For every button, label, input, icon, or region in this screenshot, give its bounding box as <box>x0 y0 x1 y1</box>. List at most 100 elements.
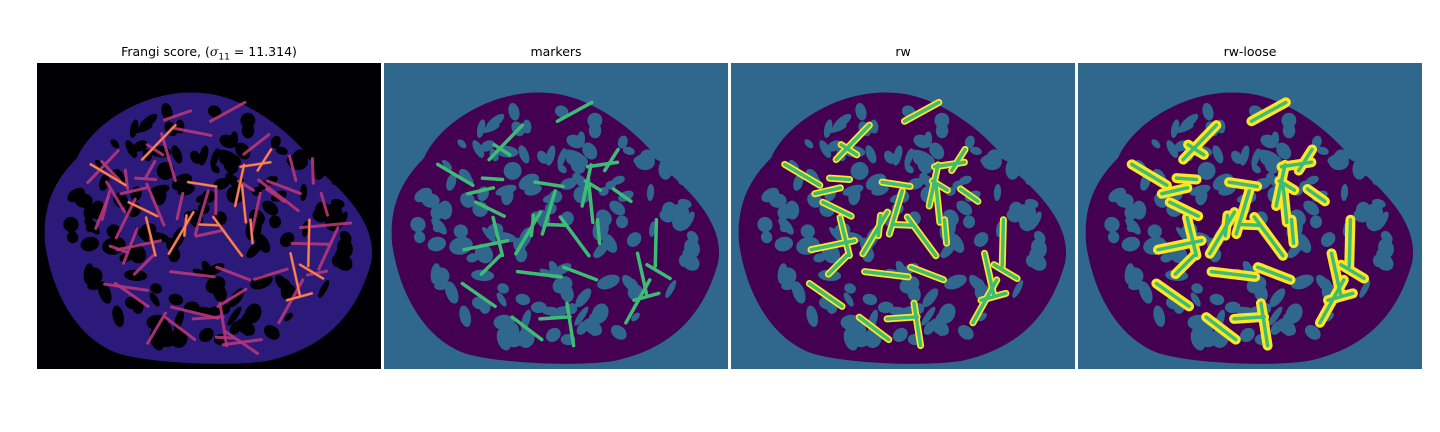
vessel-segment <box>809 238 857 252</box>
tissue-gap <box>921 306 936 326</box>
vessel-segment <box>103 282 150 292</box>
vessel-segment <box>1209 269 1258 279</box>
vessel-segment <box>1232 315 1266 321</box>
tissue-gap <box>850 161 869 180</box>
vessel-segment <box>958 187 980 204</box>
tissue-gap <box>497 283 509 294</box>
markers-image <box>384 63 728 369</box>
panel-title-frangi: Frangi score, (σ11 = 11.314) <box>121 44 297 63</box>
tissue-gap <box>854 334 872 348</box>
tissue-gap <box>198 327 214 342</box>
tissue-gap <box>414 187 432 203</box>
tissue-gap <box>262 200 279 216</box>
vessel-segment <box>826 254 849 276</box>
tissue-gap <box>1028 211 1042 231</box>
tissue-gap <box>993 183 1002 201</box>
tissue-gap <box>1166 140 1179 158</box>
tissue-gap <box>210 148 220 168</box>
vessel-segment <box>198 223 219 227</box>
vessel-segment <box>289 252 301 296</box>
vessel-segment <box>1234 189 1251 236</box>
vessel-segment <box>317 226 340 271</box>
markers-svg <box>384 63 728 369</box>
vessel-segment <box>286 292 313 302</box>
vessel-segment <box>145 182 166 227</box>
tissue-gap <box>1303 200 1320 216</box>
tissue-gap <box>150 283 162 294</box>
vessel-segment <box>540 189 557 236</box>
vessel-segment <box>146 311 168 345</box>
tissue-gap <box>269 215 282 229</box>
tissue-gap <box>244 303 262 324</box>
tissue-gap <box>1281 112 1297 129</box>
tissue-gap <box>410 216 426 233</box>
vessel-segment <box>1318 278 1346 325</box>
tissue-gap <box>577 131 586 148</box>
vessel-segment <box>299 263 325 280</box>
tissue-gap <box>485 113 505 130</box>
tissue-gap <box>1231 150 1243 164</box>
tissue-gap <box>83 203 99 220</box>
vessel-segment <box>216 287 248 308</box>
tissue-gap <box>1029 248 1039 259</box>
tissue-gap <box>1271 131 1280 148</box>
vessel-segment <box>653 217 659 268</box>
tissue-gap <box>956 200 973 216</box>
vessel-segment <box>480 176 505 182</box>
tissue-gap <box>127 243 147 264</box>
tissue-gap <box>806 305 819 327</box>
tissue-gap <box>110 139 120 149</box>
vessel-segment <box>782 162 822 188</box>
tissue-gap <box>1371 198 1386 209</box>
tissue-gap <box>1320 232 1336 247</box>
vessel-segment <box>466 186 496 196</box>
tissue-gap <box>495 184 517 196</box>
vessel-segment <box>1204 315 1238 342</box>
tissue-gap <box>552 263 572 276</box>
tissue-gap <box>1285 303 1303 324</box>
vessel-segment <box>474 200 506 218</box>
vessel-segment <box>949 147 967 173</box>
vessel-segment <box>585 160 620 169</box>
vessel-segment <box>645 262 672 281</box>
tissue-gap <box>1376 248 1386 259</box>
vessel-segment <box>171 126 213 137</box>
vessel-segment <box>1274 163 1287 208</box>
tissue-gap <box>681 211 695 231</box>
vessel-segment <box>927 163 940 208</box>
tissue-gap <box>1212 145 1224 164</box>
tissue-gap <box>125 296 140 310</box>
vessel-segment <box>565 301 576 348</box>
vessel-segment <box>1347 217 1353 268</box>
vessel-segment <box>163 315 197 342</box>
vessel-segment <box>194 228 225 238</box>
tissue-gap <box>554 105 569 118</box>
tissue-gap <box>1147 224 1162 239</box>
vessel-segment <box>1281 183 1289 225</box>
tissue-gap <box>67 187 85 203</box>
tissue-gap <box>1025 176 1037 186</box>
vessel-segment <box>132 254 155 276</box>
tissue-gap <box>480 140 495 152</box>
tissue-gap <box>331 176 343 186</box>
tissue-gap <box>929 142 945 160</box>
vessel-segment <box>934 183 942 225</box>
tissue-gap <box>981 153 1002 171</box>
tissue-gap <box>1005 157 1021 180</box>
tissue-gap <box>330 198 345 209</box>
tissue-gap <box>135 227 150 243</box>
tissue-gap <box>205 263 225 276</box>
tissue-gap <box>161 102 173 121</box>
tissue-gap <box>138 113 158 130</box>
tissue-gap <box>515 293 531 306</box>
vessel-segment <box>234 163 245 207</box>
tissue-gap <box>459 305 472 327</box>
tissue-gap <box>503 161 522 180</box>
vessel-segment <box>555 100 594 124</box>
tissue-gap <box>99 173 110 191</box>
tissue-gap <box>518 145 530 164</box>
vessel-segment <box>912 301 923 348</box>
tissue-gap <box>1160 253 1173 263</box>
vessel-segment <box>1277 179 1297 192</box>
tissue-gap <box>934 112 950 129</box>
